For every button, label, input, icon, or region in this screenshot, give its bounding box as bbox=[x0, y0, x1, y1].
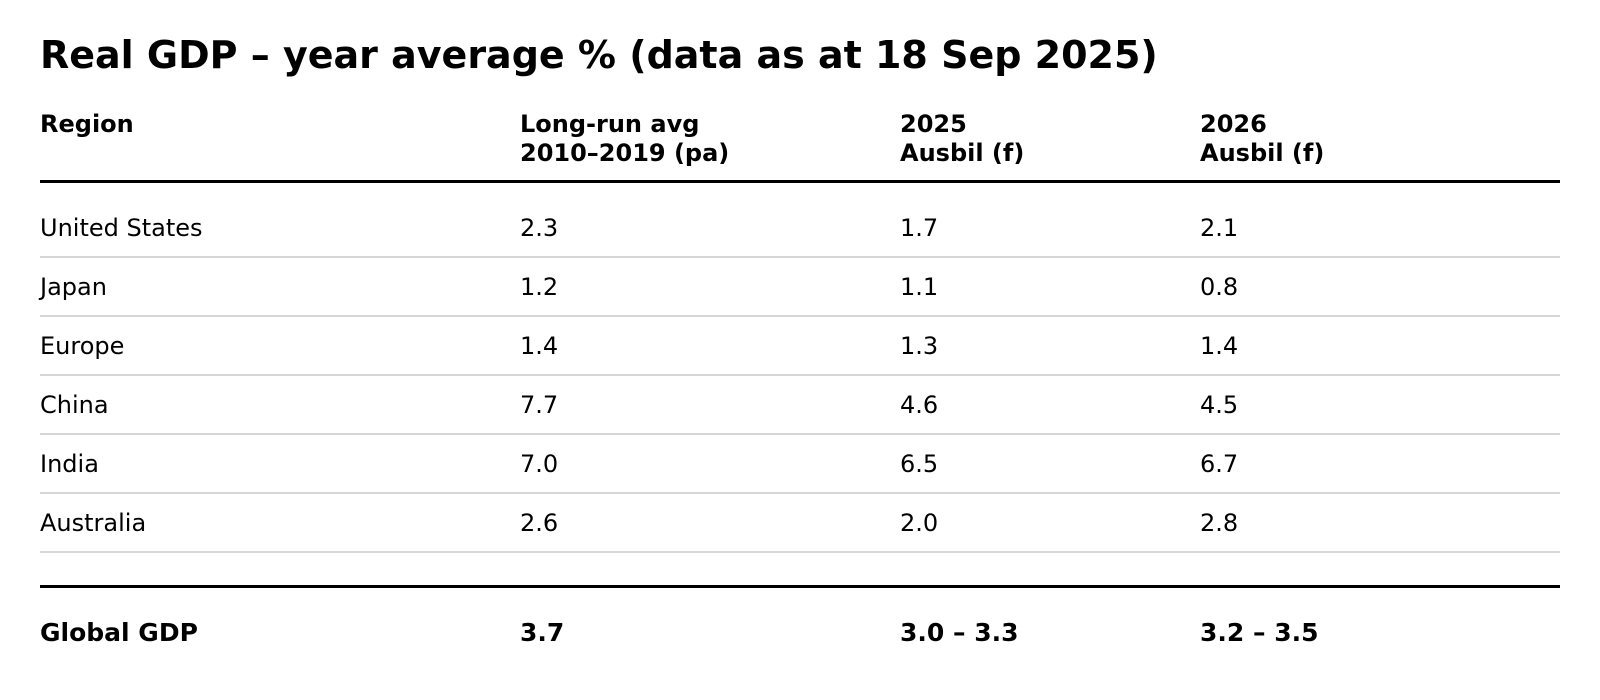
table-row: China 7.7 4.6 4.5 bbox=[40, 376, 1560, 435]
cell-region: Australia bbox=[40, 509, 147, 537]
cell-region: United States bbox=[40, 214, 203, 242]
cell-2026-forecast: 4.5 bbox=[1200, 391, 1239, 419]
cell-2025-forecast: 2.0 bbox=[900, 509, 939, 537]
cell-2025-forecast: 6.5 bbox=[900, 450, 939, 478]
cell-2026-forecast: 6.7 bbox=[1200, 450, 1239, 478]
cell-long-run-avg: 2.3 bbox=[520, 214, 559, 242]
cell-long-run-avg: 1.4 bbox=[520, 332, 559, 360]
total-2026-forecast: 3.2 – 3.5 bbox=[1200, 618, 1319, 647]
header-region-line-1: Region bbox=[40, 110, 134, 138]
total-long-run-avg: 3.7 bbox=[520, 618, 565, 647]
total-region: Global GDP bbox=[40, 618, 198, 647]
header-region: Region bbox=[40, 110, 134, 139]
header-2026-line-2: Ausbil (f) bbox=[1200, 139, 1325, 167]
cell-2026-forecast: 0.8 bbox=[1200, 273, 1239, 301]
cell-region: Japan bbox=[40, 273, 107, 301]
cell-2025-forecast: 1.3 bbox=[900, 332, 939, 360]
header-2026-forecast: 2026 Ausbil (f) bbox=[1200, 110, 1324, 168]
header-2025-line-1: 2025 bbox=[900, 110, 967, 138]
header-2025-forecast: 2025 Ausbil (f) bbox=[900, 110, 1024, 168]
cell-2026-forecast: 2.1 bbox=[1200, 214, 1239, 242]
cell-2025-forecast: 1.7 bbox=[900, 214, 939, 242]
table-body: United States 2.3 1.7 2.1 Japan 1.2 1.1 0.8 Euro… bbox=[40, 183, 1560, 553]
cell-region: Europe bbox=[40, 332, 125, 360]
table-row: Europe 1.4 1.3 1.4 bbox=[40, 317, 1560, 376]
table-row: Australia 2.6 2.0 2.8 bbox=[40, 494, 1560, 553]
header-long-run-avg: Long-run avg 2010–2019 (pa) bbox=[520, 110, 729, 168]
cell-region: India bbox=[40, 450, 99, 478]
chart-title: Real GDP – year average % (data as at 18… bbox=[40, 33, 1158, 77]
cell-long-run-avg: 1.2 bbox=[520, 273, 559, 301]
cell-long-run-avg: 7.7 bbox=[520, 391, 559, 419]
table-header: Region Long-run avg 2010–2019 (pa) 2025 … bbox=[40, 110, 1560, 183]
header-2026-line-1: 2026 bbox=[1200, 110, 1267, 138]
cell-2025-forecast: 1.1 bbox=[900, 273, 939, 301]
cell-region: China bbox=[40, 391, 109, 419]
header-2025-line-2: Ausbil (f) bbox=[900, 139, 1025, 167]
table-total-row: Global GDP 3.7 3.0 – 3.3 3.2 – 3.5 bbox=[40, 585, 1560, 678]
total-2025-forecast: 3.0 – 3.3 bbox=[900, 618, 1019, 647]
cell-long-run-avg: 2.6 bbox=[520, 509, 559, 537]
table-row: United States 2.3 1.7 2.1 bbox=[40, 199, 1560, 258]
cell-long-run-avg: 7.0 bbox=[520, 450, 559, 478]
table-row: India 7.0 6.5 6.7 bbox=[40, 435, 1560, 494]
header-long-run-avg-line-1: Long-run avg bbox=[520, 110, 700, 138]
cell-2025-forecast: 4.6 bbox=[900, 391, 939, 419]
header-long-run-avg-line-2: 2010–2019 (pa) bbox=[520, 139, 730, 167]
gdp-table: Region Long-run avg 2010–2019 (pa) 2025 … bbox=[40, 110, 1560, 678]
table-row: Japan 1.2 1.1 0.8 bbox=[40, 258, 1560, 317]
cell-2026-forecast: 2.8 bbox=[1200, 509, 1239, 537]
cell-2026-forecast: 1.4 bbox=[1200, 332, 1239, 360]
